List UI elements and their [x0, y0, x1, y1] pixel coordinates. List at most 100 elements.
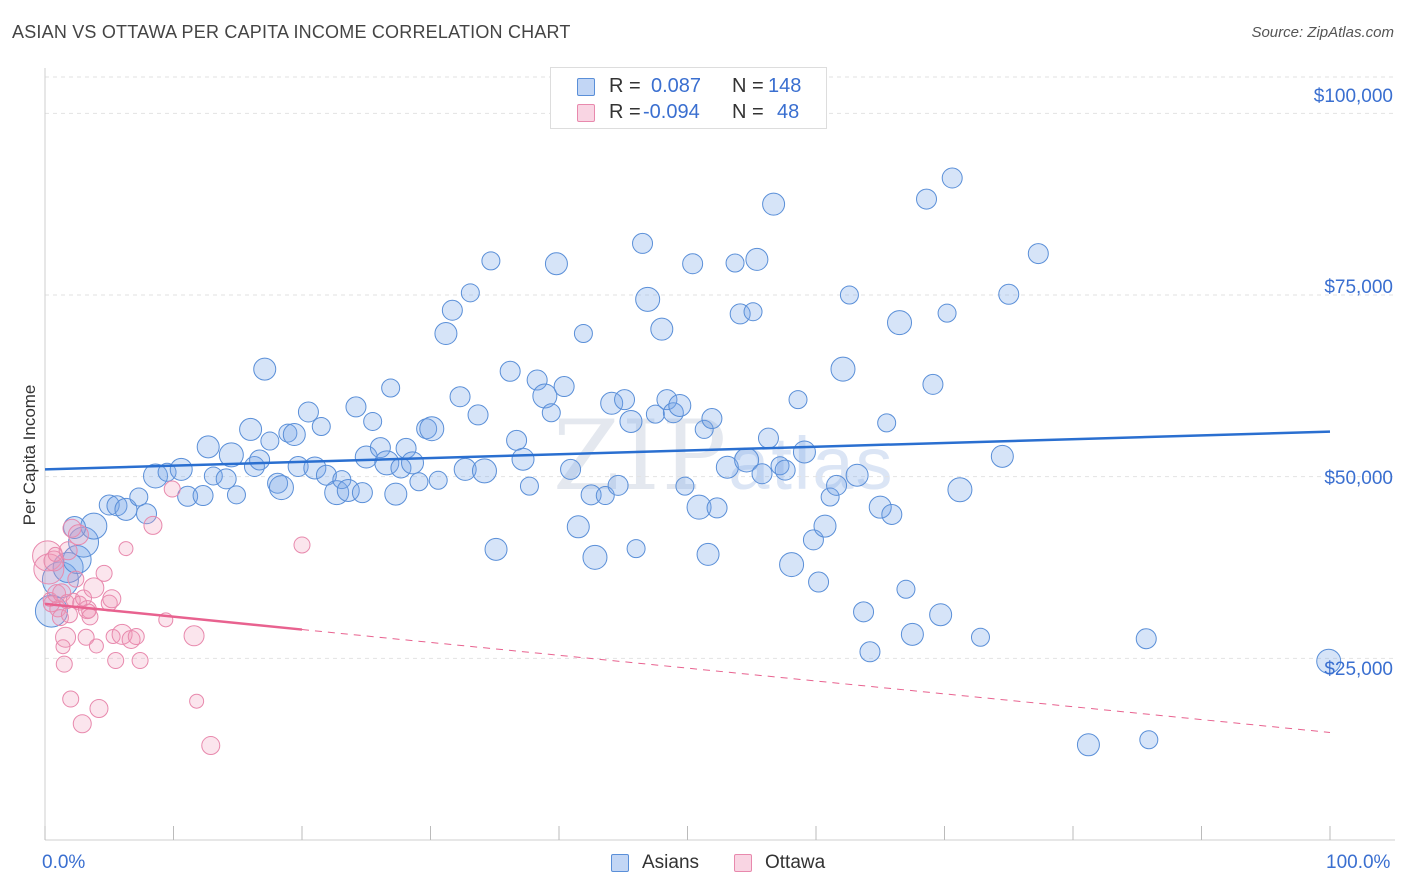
asian-point: [336, 478, 360, 502]
asian-point: [675, 476, 695, 496]
ottawa-point: [143, 515, 163, 535]
asian-point: [607, 474, 629, 496]
chart-title: ASIAN VS OTTAWA PER CAPITA INCOME CORREL…: [12, 22, 571, 42]
asian-point: [725, 253, 745, 273]
source-label: Source: ZipAtlas.com: [1251, 24, 1394, 41]
asian-point: [916, 188, 938, 210]
asian-point: [626, 539, 646, 559]
ottawa-legend-swatch: [734, 854, 752, 872]
asian-point: [614, 389, 636, 411]
asian-point: [434, 322, 458, 346]
asian-point: [526, 369, 548, 391]
legend-row-ottawa: R = -0.094 N = 48: [551, 101, 826, 127]
y-tick-100000: $100,000: [1313, 86, 1393, 107]
asian-point: [192, 485, 214, 507]
asian-point: [839, 285, 859, 305]
n-value: 148: [768, 75, 802, 97]
asian-point: [694, 419, 714, 439]
asian-point: [762, 192, 786, 216]
r-value: -0.094: [643, 101, 700, 123]
asian-point: [401, 451, 425, 475]
asian-point: [311, 417, 331, 437]
asian-point: [467, 404, 489, 426]
asian-point: [136, 503, 158, 525]
ottawa-trend-extension: [301, 629, 1331, 733]
asian-point: [682, 253, 704, 275]
asian-point: [384, 482, 408, 506]
asian-point: [881, 503, 903, 525]
asian-point: [900, 622, 924, 646]
asian-point: [471, 458, 497, 484]
asian-point: [635, 286, 661, 312]
n-value: 48: [777, 101, 800, 123]
asian-point: [499, 360, 521, 382]
r-label: R =: [609, 101, 641, 123]
ottawa-trend-line: [44, 602, 303, 631]
asian-point: [656, 389, 678, 411]
asian-point: [696, 542, 720, 566]
y-axis-label: Per Capita Income: [20, 384, 39, 526]
asian-point: [62, 545, 92, 575]
ottawa-point: [201, 736, 221, 756]
asian-point: [990, 444, 1014, 468]
asian-point: [1135, 628, 1157, 650]
asian-point: [650, 317, 674, 341]
asians-legend-label: Asians: [642, 852, 700, 873]
watermark: ZIPatlas: [553, 400, 895, 512]
ottawa-point: [55, 655, 73, 673]
watermark-main: ZIP: [553, 400, 729, 512]
ottawa-legend-label: Ottawa: [765, 852, 826, 873]
x-tick-min: 0.0%: [42, 852, 86, 873]
asian-point: [519, 476, 539, 496]
watermark-sub: atlas: [728, 422, 895, 505]
asian-point: [826, 474, 848, 496]
asian-point: [600, 391, 624, 415]
asian-point: [268, 475, 294, 501]
ottawa-point: [127, 628, 145, 646]
asian-point: [745, 247, 769, 271]
y-tick-50000: $50,000: [1324, 468, 1393, 489]
asian-point: [553, 376, 575, 398]
asian-point: [345, 396, 367, 418]
legend-row-asians: R = 0.087 N = 148: [551, 75, 826, 101]
asian-point: [715, 455, 739, 479]
asian-point: [701, 408, 723, 430]
asian-point: [363, 411, 383, 431]
asian-point: [859, 641, 881, 663]
ottawa-point: [52, 583, 72, 603]
asian-point: [449, 386, 471, 408]
asian-point: [1027, 243, 1049, 265]
asian-point: [453, 457, 477, 481]
asian-point: [686, 494, 712, 520]
asian-point: [544, 252, 568, 276]
asian-point: [1316, 648, 1342, 674]
r-label: R =: [609, 75, 641, 97]
asian-point: [853, 601, 875, 623]
asian-point: [668, 393, 692, 417]
asian-point: [226, 485, 246, 505]
asian-point: [460, 283, 480, 303]
asian-point: [409, 472, 429, 492]
asian-point: [645, 404, 665, 424]
ottawa-point: [131, 652, 149, 670]
ottawa-point: [111, 623, 133, 645]
n-label: N =: [732, 101, 764, 123]
asian-point: [779, 552, 805, 578]
ottawa-point: [67, 524, 89, 546]
asian-point: [169, 457, 193, 481]
asian-point: [267, 472, 289, 494]
asian-point: [868, 495, 892, 519]
asian-point: [582, 544, 608, 570]
ottawa-point: [62, 518, 82, 538]
asian-point: [877, 413, 897, 433]
asian-point: [788, 390, 808, 410]
asian-point: [114, 497, 138, 521]
y-tick-75000: $75,000: [1324, 277, 1393, 298]
asians-swatch: [577, 78, 595, 96]
asian-point: [830, 356, 856, 382]
ottawa-point: [58, 541, 78, 561]
asian-point: [98, 494, 120, 516]
asian-point: [813, 514, 837, 538]
asian-point: [215, 468, 237, 490]
asian-point: [947, 477, 973, 503]
